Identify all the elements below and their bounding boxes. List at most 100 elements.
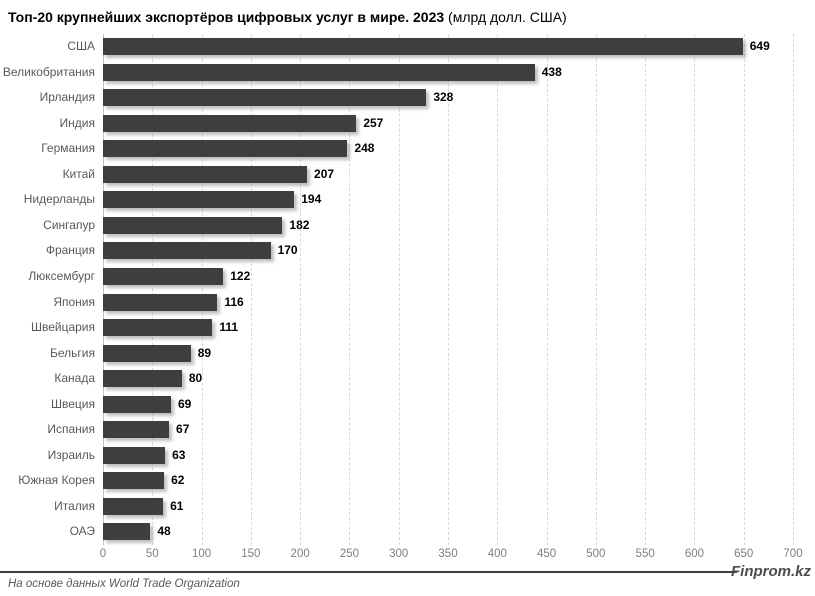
category-label: Германия: [41, 141, 95, 156]
x-tick-label: 300: [389, 548, 409, 560]
bar-value-label: 111: [219, 320, 239, 335]
chart-title: Топ-20 крупнейших экспортёров цифровых у…: [8, 9, 567, 25]
bar-row: 649: [103, 34, 793, 60]
bar-row: 170: [103, 238, 793, 264]
gridline: [398, 34, 400, 545]
gridline: [201, 34, 203, 545]
bar-row: 182: [103, 213, 793, 239]
bar: [103, 216, 283, 234]
gridline: [349, 34, 351, 545]
footer-divider: [0, 571, 737, 573]
bar-row: 111: [103, 315, 793, 341]
category-label: Канада: [54, 371, 95, 386]
x-tick-label: 400: [487, 548, 507, 560]
bar-value-label: 67: [176, 422, 190, 437]
x-tick-label: 200: [290, 548, 310, 560]
bar-value-label: 61: [170, 498, 184, 513]
bar-value-label: 257: [363, 115, 384, 130]
bar-row: 48: [103, 519, 793, 545]
category-label: Бельгия: [50, 345, 95, 360]
category-label: ОАЭ: [69, 524, 95, 539]
bar-row: 69: [103, 392, 793, 418]
bar: [103, 140, 348, 158]
bar-row: 62: [103, 468, 793, 494]
bar: [103, 395, 171, 413]
category-label: Индия: [59, 115, 95, 130]
x-tick-label: 600: [684, 548, 705, 560]
bar-row: 80: [103, 366, 793, 392]
brand-logo: Finprom.kz: [730, 563, 811, 580]
x-tick-label: 100: [191, 548, 212, 560]
category-label: Италия: [54, 498, 95, 513]
x-tick-label: 50: [145, 548, 159, 560]
category-label: Сингапур: [43, 217, 95, 232]
plot-area: 649 438 328 257 248 207 194 182 170 122 116 111 89 80…: [103, 34, 794, 545]
bar-value-label: 116: [224, 294, 244, 309]
bar: [103, 242, 271, 260]
category-label: Нидерланды: [23, 192, 95, 207]
bar-value-label: 182: [289, 217, 310, 232]
bar: [103, 267, 224, 285]
gridline: [694, 34, 696, 545]
category-label: Япония: [53, 294, 95, 309]
bar-value-label: 63: [172, 447, 186, 462]
x-tick-label: 500: [586, 548, 606, 560]
x-tick-label: 700: [783, 548, 803, 560]
x-tick-label: 0: [99, 548, 107, 560]
bar: [103, 344, 191, 362]
source-note: На основе данных World Trade Organizatio…: [8, 578, 240, 590]
bar-value-label: 194: [301, 192, 322, 207]
bar-row: 63: [103, 443, 793, 469]
gridline: [546, 34, 548, 545]
gridline: [497, 34, 499, 545]
category-label: Южная Корея: [18, 473, 95, 488]
category-label: Великобритания: [2, 64, 95, 79]
bar-row: 89: [103, 341, 793, 367]
bar-value-label: 48: [157, 524, 171, 539]
bar-value-label: 170: [277, 243, 298, 258]
bar-row: 61: [103, 494, 793, 520]
x-tick-label: 150: [241, 548, 261, 560]
x-tick-label: 550: [635, 548, 655, 560]
bar: [103, 89, 427, 107]
bar: [103, 446, 166, 464]
category-label: Китай: [62, 166, 95, 181]
bar: [103, 319, 213, 337]
bar-row: 116: [103, 290, 793, 316]
bar-row: 122: [103, 264, 793, 290]
bar: [103, 497, 164, 515]
gridline: [595, 34, 597, 545]
category-label: Ирландия: [39, 90, 95, 105]
bar: [103, 63, 535, 81]
gridline: [152, 34, 154, 545]
bar-row: 194: [103, 187, 793, 213]
gridline: [645, 34, 647, 545]
bar-value-label: 69: [178, 396, 192, 411]
x-tick-label: 650: [734, 548, 754, 560]
chart-title-main: Топ-20 крупнейших экспортёров цифровых у…: [8, 9, 445, 25]
gridline: [300, 34, 302, 545]
bar-value-label: 89: [197, 345, 212, 360]
bar: [103, 421, 170, 439]
bar-value-label: 438: [541, 64, 562, 79]
gridline: [743, 34, 745, 545]
bar: [103, 191, 295, 209]
category-label: Израиль: [47, 447, 95, 462]
category-label: Испания: [47, 422, 95, 437]
bar: [103, 38, 743, 55]
bar-row: 248: [103, 136, 793, 162]
bar-row: 207: [103, 162, 793, 188]
gridline: [448, 34, 449, 545]
category-label: Франция: [45, 243, 95, 258]
category-label: Швеция: [51, 396, 95, 411]
bar-value-label: 328: [433, 90, 454, 105]
category-axis: США Великобритания Ирландия Индия Германия Ки…: [0, 34, 95, 545]
category-label: Люксембург: [28, 268, 95, 283]
y-axis-line: [103, 34, 104, 545]
bar: [103, 370, 182, 388]
bar-row: 257: [103, 111, 793, 137]
gridline: [793, 34, 794, 545]
x-axis: 0 50 100 150 200 250 300 350 400 450 500 550 600 650 7…: [99, 548, 803, 564]
bar-value-label: 62: [171, 473, 185, 488]
